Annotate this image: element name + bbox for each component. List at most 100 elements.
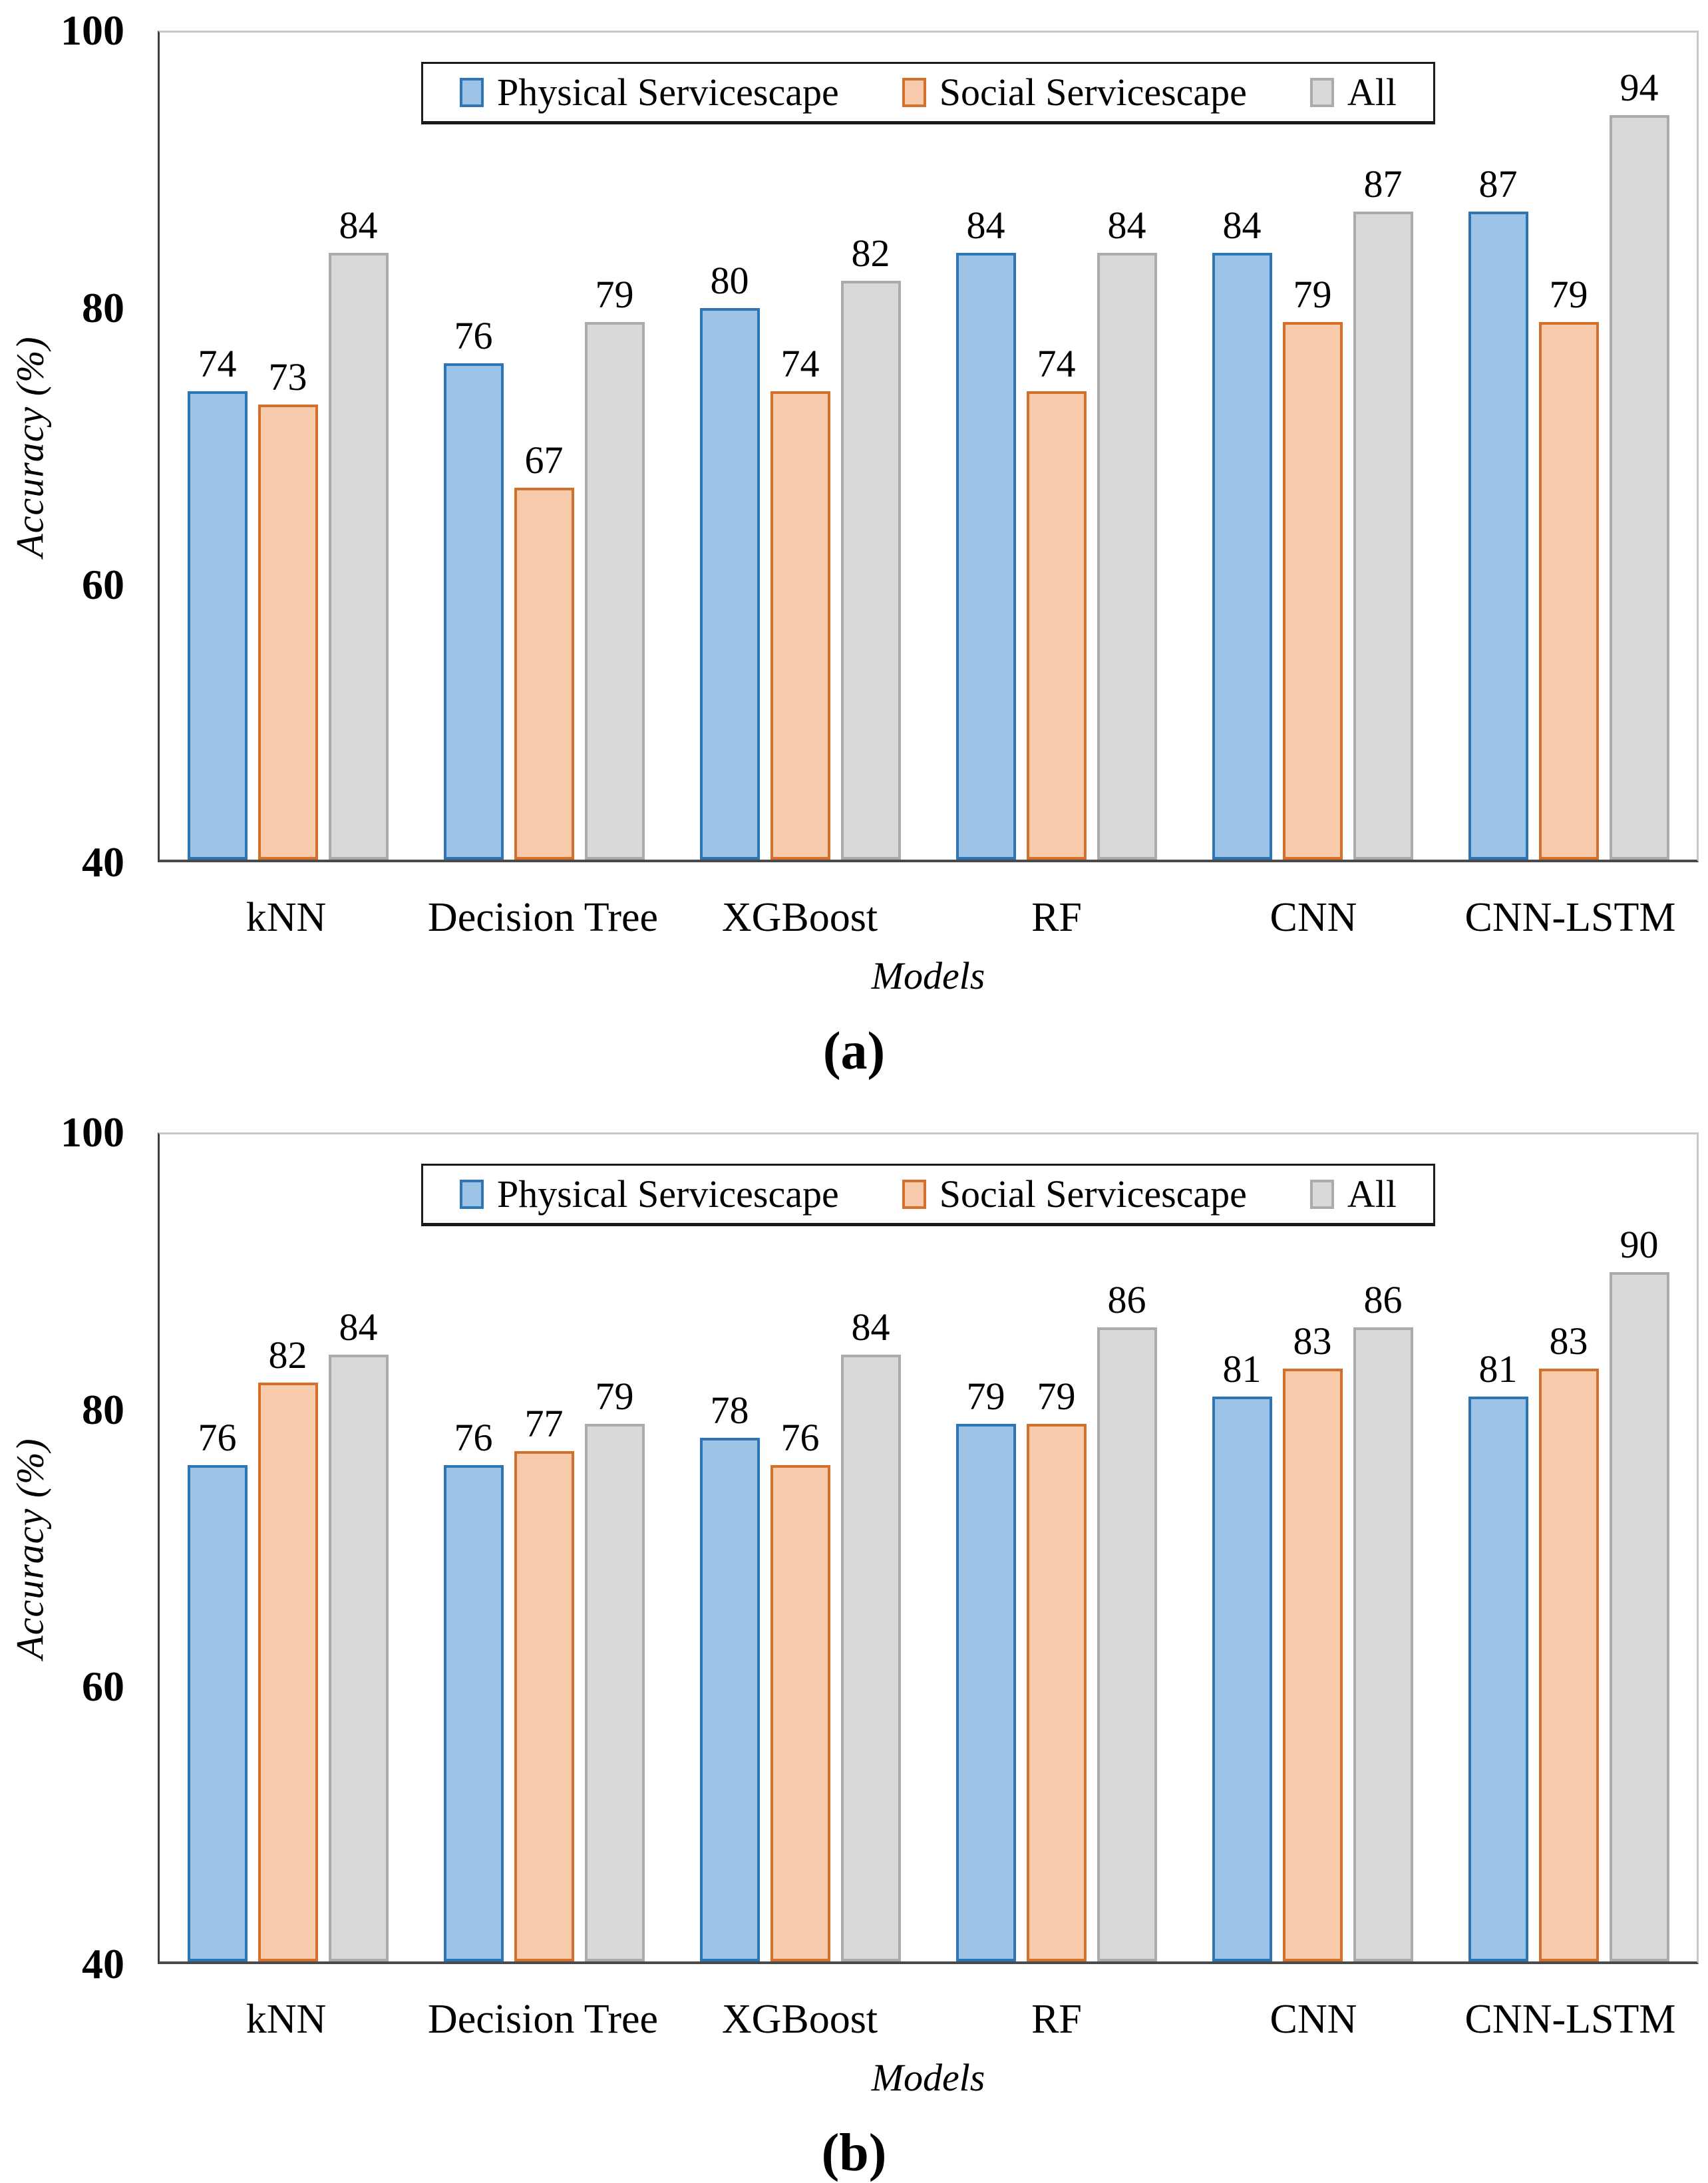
bar-value-label: 84 xyxy=(851,1305,890,1349)
bar-group: 76 82 84 xyxy=(160,1134,416,1961)
bar-group: 84 79 87 xyxy=(1184,33,1441,860)
bar-group: 76 67 79 xyxy=(416,33,672,860)
bar-rect xyxy=(840,280,901,860)
category-label: RF xyxy=(1031,895,1082,940)
bar-physical-servicescape: 81 xyxy=(1212,1349,1272,1961)
bar-social-servicescape: 82 xyxy=(257,1335,318,1961)
bar-all: 79 xyxy=(584,1377,645,1961)
category-label: XGBoost xyxy=(721,1997,878,2042)
bar-group: 80 74 82 xyxy=(672,33,928,860)
bar-value-label: 79 xyxy=(1037,1375,1076,1419)
y-tick-label: 100 xyxy=(61,7,124,54)
panel-caption-b: (b) xyxy=(821,2124,887,2182)
category-label: CNN xyxy=(1270,1997,1357,2042)
legend-box: Physical Servicescape Social Servicescape… xyxy=(421,62,1436,124)
plot-area-a: Physical Servicescape Social Servicescape… xyxy=(158,31,1699,862)
x-axis-title: Models xyxy=(871,954,985,997)
bar-physical-servicescape: 74 xyxy=(187,344,248,860)
bar-rect xyxy=(257,405,318,860)
y-tick-label: 80 xyxy=(82,1385,124,1433)
category-label: CNN xyxy=(1270,895,1357,940)
bar-value-label: 82 xyxy=(268,1333,307,1377)
plot-area-b: Physical Servicescape Social Servicescape… xyxy=(158,1132,1699,1964)
bar-social-servicescape: 79 xyxy=(1538,275,1599,860)
bar-value-label: 84 xyxy=(1107,204,1146,248)
bar-all: 82 xyxy=(840,234,901,860)
bar-all: 86 xyxy=(1097,1281,1157,1961)
bar-rect xyxy=(1468,1396,1528,1961)
y-tick-label: 60 xyxy=(82,1663,124,1711)
bar-rect xyxy=(699,1437,760,1961)
legend-swatch-icon xyxy=(459,78,484,107)
bar-group: 78 76 84 xyxy=(672,1134,928,1961)
category-label: XGBoost xyxy=(721,895,878,940)
bar-rect xyxy=(187,1465,248,1961)
bar-rect xyxy=(955,1424,1016,1961)
bar-value-label: 76 xyxy=(198,1416,237,1460)
bar-value-label: 73 xyxy=(268,355,307,399)
y-axis-title: Accuracy (%) xyxy=(8,335,52,558)
bar-rect xyxy=(328,1355,389,1961)
bar-value-label: 83 xyxy=(1293,1319,1332,1363)
bar-group: 84 74 84 xyxy=(928,33,1184,860)
bar-value-label: 78 xyxy=(710,1388,749,1432)
x-axis-title: Models xyxy=(871,2056,985,2099)
y-axis-tick-labels: 100 80 60 40 xyxy=(60,9,158,884)
bar-social-servicescape: 73 xyxy=(257,358,318,860)
legend-swatch-icon xyxy=(902,78,926,107)
bar-value-label: 87 xyxy=(1363,162,1403,206)
bar-value-label: 80 xyxy=(710,259,749,303)
bar-social-servicescape: 74 xyxy=(770,344,830,860)
bar-rect xyxy=(187,391,248,860)
bar-value-label: 79 xyxy=(1293,273,1332,317)
bar-value-label: 83 xyxy=(1549,1319,1588,1363)
bar-value-label: 86 xyxy=(1363,1278,1403,1322)
bar-value-label: 84 xyxy=(966,204,1005,248)
bar-all: 87 xyxy=(1353,165,1413,860)
bar-all: 94 xyxy=(1609,69,1669,860)
below-axis-a: kNN Decision Tree XGBoost RF CNN CNN-LSTM Mod… xyxy=(158,897,1699,995)
panel-a: Accuracy (%) 100 80 60 40 Physical Services… xyxy=(0,9,1708,1108)
bar-value-label: 76 xyxy=(454,314,493,358)
bar-group: 81 83 86 xyxy=(1184,1134,1441,1961)
legend-item: All xyxy=(1309,71,1397,114)
bar-rect xyxy=(1026,1424,1087,1961)
bar-group: 87 79 94 xyxy=(1441,33,1697,860)
bar-rect xyxy=(1353,1327,1413,1961)
legend-item: Social Servicescape xyxy=(902,1175,1247,1214)
bar-value-label: 77 xyxy=(524,1402,564,1446)
x-axis-category-labels: kNN Decision Tree XGBoost RF CNN CNN-LSTM xyxy=(158,1999,1699,2040)
y-axis-tick-labels: 100 80 60 40 xyxy=(60,1111,158,1985)
bar-rect xyxy=(443,363,504,860)
bar-group: 74 73 84 xyxy=(160,33,416,860)
bar-all: 84 xyxy=(840,1308,901,1961)
bar-value-label: 76 xyxy=(780,1416,820,1460)
category-label: Decision Tree xyxy=(427,895,659,940)
bar-physical-servicescape: 81 xyxy=(1468,1349,1528,1961)
bar-value-label: 87 xyxy=(1478,162,1518,206)
category-label: Decision Tree xyxy=(427,1997,659,2042)
bar-value-label: 67 xyxy=(524,438,564,482)
legend-label: Social Servicescape xyxy=(939,71,1247,114)
bar-value-label: 74 xyxy=(198,341,237,385)
bar-physical-servicescape: 84 xyxy=(955,206,1016,860)
y-axis-title: Accuracy (%) xyxy=(8,1437,52,1659)
bar-all: 90 xyxy=(1609,1226,1669,1961)
bar-value-label: 90 xyxy=(1620,1223,1659,1267)
bar-physical-servicescape: 87 xyxy=(1468,165,1528,860)
bar-rect xyxy=(699,308,760,860)
bar-rect xyxy=(584,1424,645,1961)
bar-rect xyxy=(1538,322,1599,860)
legend-label: All xyxy=(1347,71,1397,114)
category-label: RF xyxy=(1031,1997,1082,2042)
bar-physical-servicescape: 76 xyxy=(443,1419,504,1961)
bar-rect xyxy=(1282,322,1343,860)
bar-social-servicescape: 83 xyxy=(1282,1322,1343,1961)
bar-rect xyxy=(443,1465,504,1961)
bar-rect xyxy=(1282,1369,1343,1961)
bar-all: 84 xyxy=(328,206,389,860)
bar-rect xyxy=(1609,115,1669,860)
bar-all: 84 xyxy=(328,1308,389,1961)
bar-group: 76 77 79 xyxy=(416,1134,672,1961)
